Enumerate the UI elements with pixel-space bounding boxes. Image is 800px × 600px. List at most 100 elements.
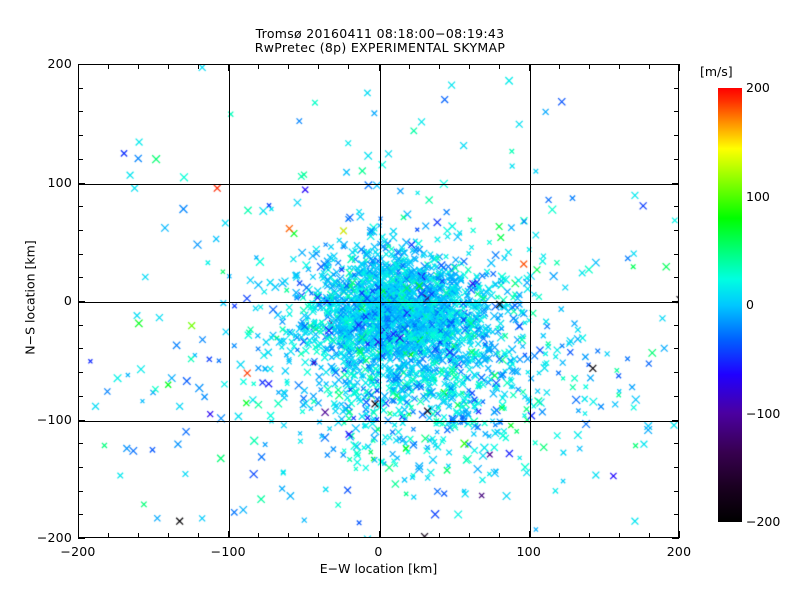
y-tick [672, 301, 679, 302]
x-tick [379, 64, 380, 71]
gridline-horizontal [79, 184, 678, 185]
y-tick [78, 491, 83, 492]
y-tick-label: 0 [63, 293, 72, 308]
x-tick [619, 533, 620, 538]
x-tick [138, 533, 139, 538]
colorbar-gradient [718, 88, 742, 522]
y-tick [674, 254, 679, 255]
y-tick [78, 111, 83, 112]
colorbar-tick-label: 0 [746, 297, 754, 312]
colorbar-tick-label: 100 [746, 188, 770, 204]
x-tick [589, 64, 590, 69]
y-tick [78, 88, 83, 89]
y-tick [674, 88, 679, 89]
y-tick [672, 420, 679, 421]
plot-area [78, 64, 679, 538]
x-tick [619, 64, 620, 69]
y-axis-label: N−S location [km] [22, 240, 38, 355]
x-tick [679, 531, 680, 538]
y-tick-label: −200 [36, 530, 72, 545]
x-tick [228, 531, 229, 538]
scatter-plot-points [79, 65, 678, 537]
y-tick [78, 159, 83, 160]
y-tick [674, 206, 679, 207]
x-tick [469, 533, 470, 538]
y-tick [78, 348, 83, 349]
y-tick-label: 200 [47, 56, 72, 71]
x-tick [198, 533, 199, 538]
gridline-vertical [229, 65, 230, 537]
y-tick [674, 277, 679, 278]
x-tick-label: −200 [60, 544, 96, 559]
y-tick [78, 514, 83, 515]
x-tick [348, 533, 349, 538]
x-tick [409, 64, 410, 69]
x-tick [108, 533, 109, 538]
x-tick [439, 533, 440, 538]
y-tick [78, 206, 83, 207]
y-tick [78, 64, 85, 65]
y-tick [674, 443, 679, 444]
x-tick [258, 533, 259, 538]
x-tick [78, 531, 79, 538]
x-tick [499, 533, 500, 538]
y-tick-label: −100 [36, 411, 72, 427]
x-tick-label: 100 [516, 544, 541, 559]
gridline-vertical [380, 65, 381, 537]
x-axis-label: E−W location [km] [319, 561, 438, 576]
x-tick [649, 533, 650, 538]
x-tick [348, 64, 349, 69]
x-tick [168, 64, 169, 69]
y-tick [78, 135, 83, 136]
x-tick [559, 64, 560, 69]
title-line-1: Tromsø 20160411 08:18:00−08:19:43 [255, 26, 505, 41]
x-tick [168, 533, 169, 538]
y-tick [674, 491, 679, 492]
colorbar-unit-label: [m/s] [700, 64, 733, 79]
x-tick [318, 64, 319, 69]
x-tick [288, 533, 289, 538]
y-tick [78, 372, 83, 373]
x-tick [469, 64, 470, 69]
y-tick [672, 64, 679, 65]
y-tick [78, 183, 85, 184]
colorbar-tick-label: −200 [746, 514, 781, 529]
x-tick-label: 200 [666, 544, 692, 559]
y-tick [78, 396, 83, 397]
x-tick [589, 533, 590, 538]
x-tick [288, 64, 289, 69]
y-tick [78, 254, 83, 255]
y-tick [78, 301, 85, 302]
x-tick [649, 64, 650, 69]
gridline-horizontal [79, 421, 678, 422]
y-tick [672, 183, 679, 184]
x-tick [318, 533, 319, 538]
x-tick [679, 64, 680, 71]
colorbar-tick-label: −100 [746, 405, 781, 421]
x-tick [78, 64, 79, 71]
y-tick [674, 514, 679, 515]
y-tick [672, 538, 679, 539]
y-tick [78, 325, 83, 326]
gridline-vertical [530, 65, 531, 537]
y-tick [674, 325, 679, 326]
x-tick [499, 64, 500, 69]
x-tick [258, 64, 259, 69]
y-tick [674, 111, 679, 112]
y-tick [78, 443, 83, 444]
y-tick [674, 396, 679, 397]
chart-title: Tromsø 20160411 08:18:00−08:19:43 RwPret… [0, 27, 760, 55]
x-tick [138, 64, 139, 69]
y-tick [674, 372, 679, 373]
y-tick [78, 538, 85, 539]
x-tick-label: −100 [210, 544, 246, 559]
y-tick [78, 277, 83, 278]
y-tick [674, 467, 679, 468]
y-tick [674, 159, 679, 160]
y-tick [78, 420, 85, 421]
y-tick [78, 467, 83, 468]
x-tick [439, 64, 440, 69]
x-tick [559, 533, 560, 538]
x-tick [198, 64, 199, 69]
